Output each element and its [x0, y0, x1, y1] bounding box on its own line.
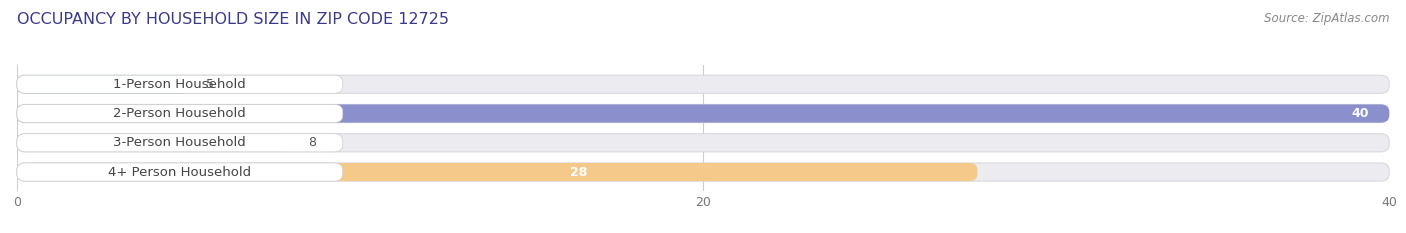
FancyBboxPatch shape: [17, 75, 343, 93]
Text: 8: 8: [308, 136, 316, 149]
FancyBboxPatch shape: [17, 134, 1389, 152]
FancyBboxPatch shape: [17, 163, 1389, 181]
Text: 5: 5: [205, 78, 214, 91]
FancyBboxPatch shape: [17, 104, 1389, 123]
FancyBboxPatch shape: [17, 75, 1389, 93]
FancyBboxPatch shape: [17, 163, 977, 181]
Text: 1-Person Household: 1-Person Household: [114, 78, 246, 91]
FancyBboxPatch shape: [17, 134, 291, 152]
Text: 4+ Person Household: 4+ Person Household: [108, 165, 252, 178]
Text: Source: ZipAtlas.com: Source: ZipAtlas.com: [1264, 12, 1389, 25]
FancyBboxPatch shape: [17, 75, 188, 93]
Text: 28: 28: [569, 165, 588, 178]
Text: 3-Person Household: 3-Person Household: [114, 136, 246, 149]
Text: 2-Person Household: 2-Person Household: [114, 107, 246, 120]
FancyBboxPatch shape: [17, 104, 1389, 123]
FancyBboxPatch shape: [17, 163, 343, 181]
Text: OCCUPANCY BY HOUSEHOLD SIZE IN ZIP CODE 12725: OCCUPANCY BY HOUSEHOLD SIZE IN ZIP CODE …: [17, 12, 449, 27]
FancyBboxPatch shape: [17, 134, 343, 152]
FancyBboxPatch shape: [17, 104, 343, 123]
Text: 40: 40: [1351, 107, 1368, 120]
